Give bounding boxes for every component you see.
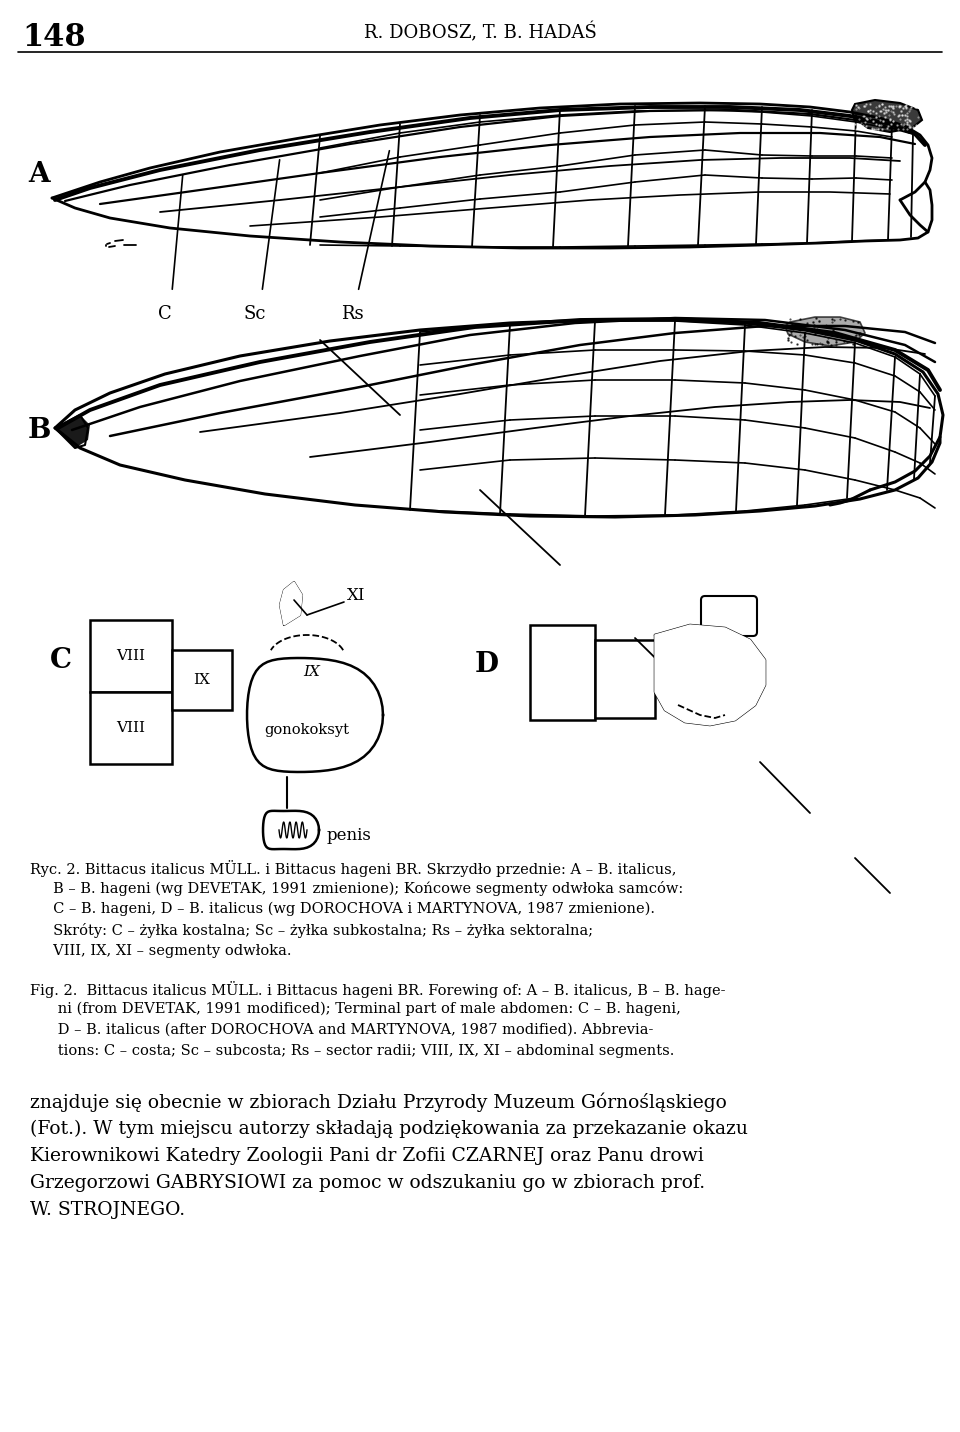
Text: VIII, IX, XI – segmenty odwłoka.: VIII, IX, XI – segmenty odwłoka.	[30, 944, 292, 958]
Text: Skróty: C – żyłka kostalna; Sc – żyłka subkostalna; Rs – żyłka sektoralna;: Skróty: C – żyłka kostalna; Sc – żyłka s…	[30, 924, 593, 938]
Text: C: C	[50, 646, 72, 673]
Polygon shape	[655, 624, 765, 725]
Text: VIII: VIII	[116, 649, 146, 663]
Text: IX: IX	[303, 664, 321, 679]
Text: C – B. hageni, D – B. italicus (wg DOROCHOVA i MARTYNOVA, 1987 zmienione).: C – B. hageni, D – B. italicus (wg DOROC…	[30, 902, 655, 916]
Text: Kierownikowi Katedry Zoologii Pani dr Zofii CZARNEJ oraz Panu drowi: Kierownikowi Katedry Zoologii Pani dr Zo…	[30, 1147, 704, 1166]
Bar	[172, 650, 232, 710]
Text: A: A	[28, 162, 50, 189]
Text: Grzegorzowi GABRYSIOWI za pomoc w odszukaniu go w zbiorach prof.: Grzegorzowi GABRYSIOWI za pomoc w odszuk…	[30, 1174, 706, 1191]
Text: W. STROJNEGO.: W. STROJNEGO.	[30, 1201, 185, 1219]
Text: D – B. italicus (after DOROCHOVA and MARTYNOVA, 1987 modified). Abbrevia-: D – B. italicus (after DOROCHOVA and MAR…	[30, 1022, 654, 1037]
FancyBboxPatch shape	[701, 596, 757, 636]
Bar	[90, 692, 172, 765]
Text: Fig. 2.  Bittacus italicus MÜLL. i Bittacus hageni BR. Forewing of: A – B. itali: Fig. 2. Bittacus italicus MÜLL. i Bittac…	[30, 981, 726, 998]
Polygon shape	[785, 316, 865, 347]
Text: penis: penis	[327, 826, 372, 843]
Text: gonokoksyt: gonokoksyt	[265, 723, 349, 737]
Text: znajduje się obecnie w zbiorach Działu Przyrody Muzeum Górnośląskiego: znajduje się obecnie w zbiorach Działu P…	[30, 1093, 727, 1113]
Bar	[595, 640, 655, 717]
Text: (Fot.). W tym miejscu autorzy składają podziękowania za przekazanie okazu: (Fot.). W tym miejscu autorzy składają p…	[30, 1120, 748, 1138]
Polygon shape	[852, 100, 922, 132]
Text: C: C	[158, 305, 172, 324]
Text: R. DOBOSZ, T. B. HADAŚ: R. DOBOSZ, T. B. HADAŚ	[364, 21, 596, 42]
Text: IX: IX	[194, 673, 210, 687]
Text: ni (from DEVETAK, 1991 modificed); Terminal part of male abdomen: C – B. hageni,: ni (from DEVETAK, 1991 modificed); Termi…	[30, 1002, 681, 1017]
Text: tions: C – costa; Sc – subcosta; Rs – sector radii; VIII, IX, XI – abdominal seg: tions: C – costa; Sc – subcosta; Rs – se…	[30, 1044, 674, 1058]
Text: D: D	[475, 652, 499, 679]
Text: Rs: Rs	[341, 305, 363, 324]
Text: B: B	[28, 417, 52, 444]
Polygon shape	[280, 581, 302, 624]
Bar	[530, 624, 595, 720]
Text: VIII: VIII	[116, 720, 146, 735]
Text: 148: 148	[22, 21, 85, 53]
Text: Sc: Sc	[244, 305, 266, 324]
Polygon shape	[247, 659, 383, 772]
Text: XI: XI	[347, 587, 366, 603]
Polygon shape	[263, 811, 319, 849]
Text: B – B. hageni (wg DEVETAK, 1991 zmienione); Końcowe segmenty odwłoka samców:: B – B. hageni (wg DEVETAK, 1991 zmienion…	[30, 881, 684, 896]
Text: Ryc. 2. Bittacus italicus MÜLL. i Bittacus hageni BR. Skrzydło przednie: A – B. : Ryc. 2. Bittacus italicus MÜLL. i Bittac…	[30, 861, 677, 876]
Polygon shape	[55, 415, 90, 448]
Bar	[90, 620, 172, 692]
